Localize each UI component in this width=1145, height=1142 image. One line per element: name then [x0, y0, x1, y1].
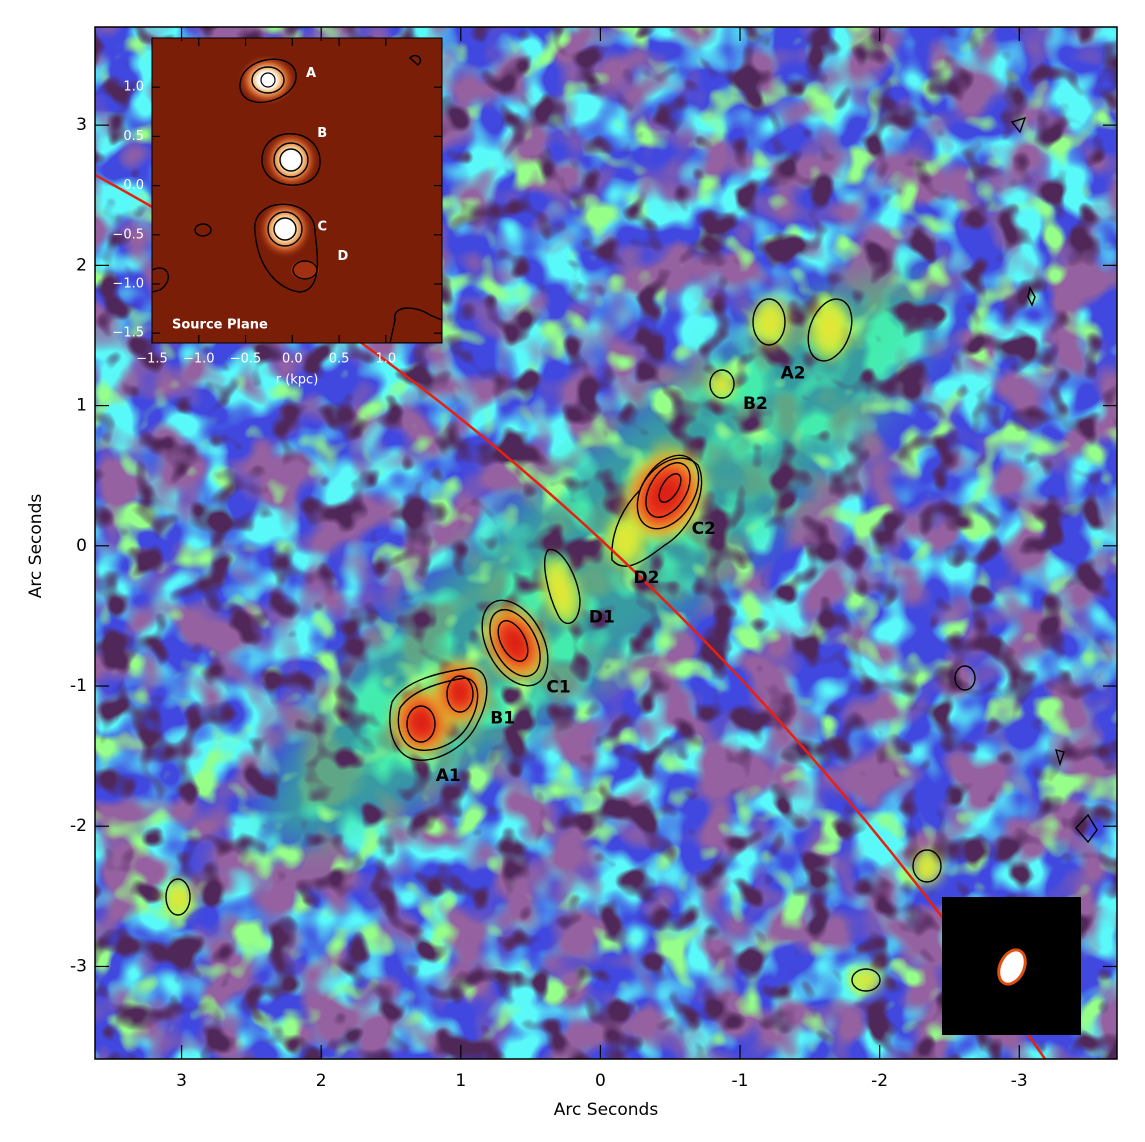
y-tick-label: 0.0 — [123, 178, 144, 193]
y-tick-label: −1.5 — [112, 326, 144, 341]
y-tick-label: 2 — [76, 255, 87, 275]
image-label: D2 — [634, 568, 660, 588]
x-tick-label: -3 — [1011, 1071, 1028, 1091]
y-axis-label: Arc Seconds — [26, 494, 46, 599]
plot-frame — [94, 26, 1118, 1060]
x-tick-label: 1 — [455, 1071, 466, 1091]
x-tick-label: 0 — [595, 1071, 606, 1091]
y-tick-label: -2 — [70, 816, 87, 836]
image-label: A — [306, 66, 316, 81]
beam — [997, 948, 1027, 986]
y-tick-label: 1.0 — [123, 80, 144, 95]
image-label: C2 — [692, 519, 716, 539]
y-tick-label: 3 — [76, 115, 87, 135]
x-tick-label: −1.0 — [183, 352, 215, 367]
contours — [165, 116, 1098, 992]
image-label: C1 — [546, 677, 570, 697]
y-tick-label: -1 — [70, 676, 87, 696]
image-label: B2 — [743, 394, 768, 414]
image-label: B1 — [490, 708, 515, 728]
image-label: B — [317, 126, 327, 141]
image-label: A1 — [436, 766, 461, 786]
source-plane-image: Source Plane — [152, 38, 442, 343]
y-tick-label: 0 — [76, 536, 87, 556]
image-label: A2 — [781, 363, 806, 383]
x-tick-label: −1.5 — [136, 352, 168, 367]
image-label: D — [337, 249, 348, 264]
x-tick-label: 1.0 — [376, 352, 397, 367]
x-tick-label: −0.5 — [230, 352, 262, 367]
x-tick-label: -1 — [732, 1071, 749, 1091]
image-label: D1 — [589, 607, 615, 627]
x-tick-label: 2 — [316, 1071, 327, 1091]
y-tick-label: −0.5 — [112, 227, 144, 242]
x-tick-label: -2 — [871, 1071, 888, 1091]
x-axis-label: Arc Seconds — [554, 1100, 659, 1120]
inset-title: Source Plane — [172, 318, 268, 333]
y-tick-label: 0.5 — [123, 129, 144, 144]
x-tick-label: 0.0 — [282, 352, 303, 367]
inset-frame — [151, 37, 443, 344]
y-tick-label: -3 — [70, 956, 87, 976]
x-tick-label: 0.5 — [329, 352, 350, 367]
inset-x-axis-label: r (kpc) — [276, 373, 319, 388]
x-tick-label: 3 — [176, 1071, 187, 1091]
y-tick-label: 1 — [76, 396, 87, 416]
source-contours — [152, 54, 442, 343]
image-label: C — [317, 219, 327, 234]
y-tick-label: −1.0 — [112, 276, 144, 291]
